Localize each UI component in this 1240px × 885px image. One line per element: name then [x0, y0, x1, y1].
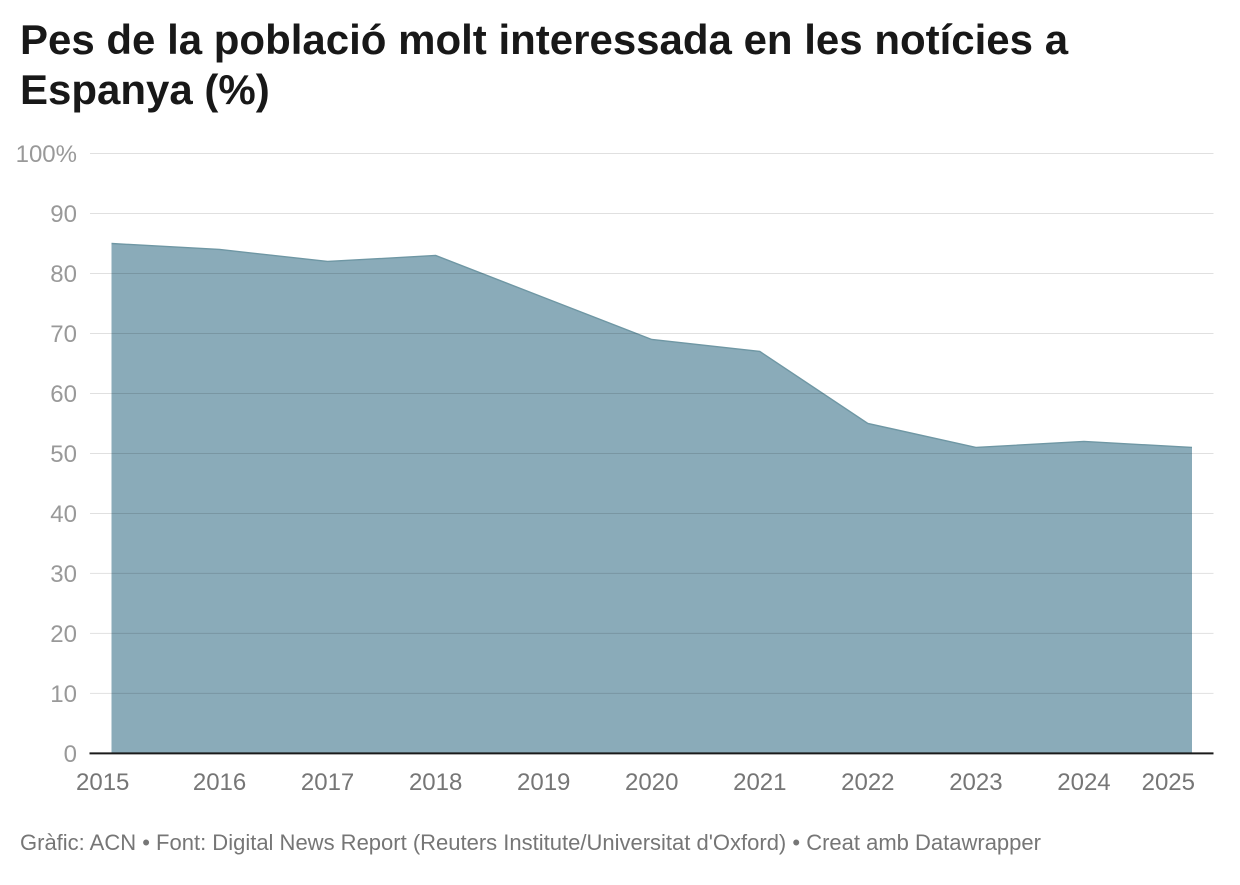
svg-text:2019: 2019: [517, 769, 570, 796]
svg-text:10: 10: [50, 681, 77, 708]
svg-text:50: 50: [50, 441, 77, 468]
svg-text:80: 80: [50, 261, 77, 288]
svg-text:2020: 2020: [625, 769, 678, 796]
svg-text:2015: 2015: [76, 769, 129, 796]
svg-text:2022: 2022: [841, 769, 894, 796]
svg-text:90: 90: [50, 201, 77, 228]
svg-text:2021: 2021: [733, 769, 786, 796]
svg-text:70: 70: [50, 321, 77, 348]
svg-text:2024: 2024: [1057, 769, 1110, 796]
svg-text:60: 60: [50, 381, 77, 408]
svg-text:30: 30: [50, 561, 77, 588]
svg-text:40: 40: [50, 501, 77, 528]
svg-text:2025: 2025: [1142, 769, 1195, 796]
svg-text:2023: 2023: [949, 769, 1002, 796]
svg-text:2016: 2016: [193, 769, 246, 796]
svg-text:20: 20: [50, 621, 77, 648]
svg-text:100%: 100%: [16, 141, 77, 168]
svg-text:0: 0: [64, 741, 77, 768]
svg-text:2018: 2018: [409, 769, 462, 796]
svg-text:2017: 2017: [301, 769, 354, 796]
